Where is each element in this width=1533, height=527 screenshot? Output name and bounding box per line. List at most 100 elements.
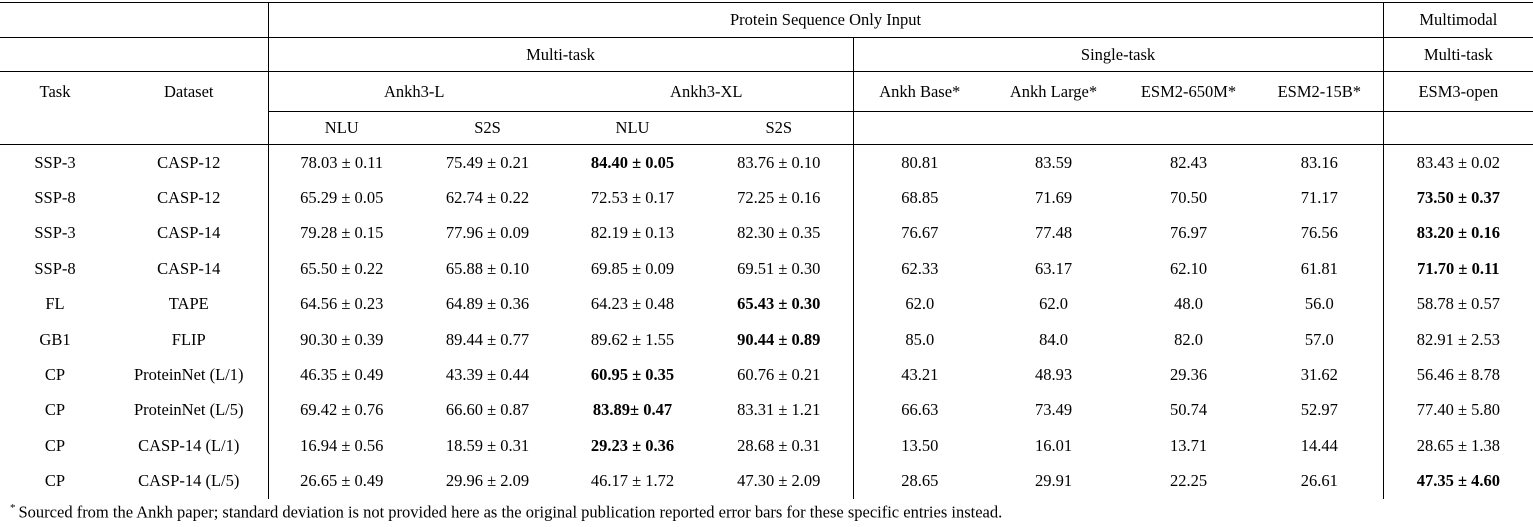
value-cell: 82.91 ± 2.53: [1382, 321, 1533, 358]
header-spacer: [0, 2, 268, 38]
group-header-single-task: Single-task: [852, 37, 1384, 72]
value-cell: 76.56: [1300, 223, 1338, 243]
value-cell: 58.78 ± 0.57: [1382, 286, 1533, 322]
value-cell: 90.30 ± 0.39: [267, 321, 415, 358]
value-cell: 63.17: [1034, 258, 1073, 278]
header-spacer: [0, 111, 268, 145]
value-cell: 83.76 ± 0.10: [737, 152, 821, 172]
table-row: CP CASP-14 (L/5) 26.65 ± 0.49 29.96 ± 2.09 4…: [0, 463, 1533, 499]
table-row: SSP-3 CASP-12 78.03 ± 0.11 75.49 ± 0.21 84.4…: [0, 144, 1533, 181]
value-cell: 22.25: [1169, 471, 1208, 491]
value-cell: 68.85: [852, 180, 986, 216]
group-header-multi-task-right: Multi-task: [1382, 37, 1533, 72]
col-header-esm2-650m: ESM2-650M*: [1121, 71, 1256, 112]
value-cell: 71.70 ± 0.11: [1382, 251, 1533, 287]
value-cell: 82.19 ± 0.13: [590, 223, 675, 243]
task-cell: CP: [44, 400, 66, 420]
value-cell: 48.0: [1174, 294, 1203, 314]
task-cell: SSP-8: [34, 188, 76, 208]
footnote-text: Sourced from the Ankh paper; standard de…: [18, 502, 1003, 522]
value-cell: 62.33: [852, 251, 986, 287]
value-cell: 47.30 ± 2.09: [737, 471, 821, 491]
value-cell: 73.50 ± 0.37: [1382, 180, 1533, 216]
value-cell: 28.65: [852, 463, 986, 499]
col-header-task: Task: [39, 81, 71, 101]
task-cell: CP: [44, 365, 66, 385]
value-cell: 76.97: [1169, 223, 1208, 243]
value-cell: 80.81: [852, 144, 986, 181]
table-row: CP ProteinNet (L/1) 46.35 ± 0.49 43.39 ± 0.…: [0, 357, 1533, 393]
value-cell: 66.63: [852, 392, 986, 429]
value-cell: 76.67: [852, 215, 986, 252]
value-cell: 60.76 ± 0.21: [737, 365, 821, 385]
value-cell: 82.43: [1169, 152, 1208, 172]
dataset-cell: CASP-14 (L/5): [138, 471, 240, 491]
value-cell: 16.01: [1034, 435, 1073, 455]
task-cell: SSP-8: [34, 258, 76, 278]
value-cell: 72.53 ± 0.17: [590, 188, 675, 208]
value-cell: 78.03 ± 0.11: [267, 144, 415, 181]
dataset-cell: CASP-14 (L/1): [138, 435, 240, 455]
table-row: CP CASP-14 (L/1) 16.94 ± 0.56 18.59 ± 0.31 2…: [0, 428, 1533, 464]
value-cell: 64.56 ± 0.23: [267, 286, 415, 322]
dataset-cell: FLIP: [171, 329, 206, 349]
value-cell: 28.65 ± 1.38: [1382, 428, 1533, 464]
value-cell: 69.42 ± 0.76: [267, 392, 415, 429]
header-row-subcolumns: NLU S2S NLU S2S: [0, 111, 1533, 145]
value-cell: 79.28 ± 0.15: [267, 215, 415, 252]
task-cell: CP: [44, 435, 66, 455]
task-cell: SSP-3: [34, 152, 76, 172]
value-cell: 89.44 ± 0.77: [445, 329, 530, 349]
value-cell: 83.31 ± 1.21: [737, 400, 821, 420]
task-cell: SSP-3: [34, 223, 76, 243]
header-spacer: [0, 37, 268, 72]
col-header-ankh3-xl: Ankh3-XL: [560, 71, 853, 112]
value-cell: 29.96 ± 2.09: [445, 471, 530, 491]
value-cell: 56.0: [1304, 294, 1334, 314]
value-cell: 14.44: [1300, 435, 1338, 455]
value-cell: 62.0: [1039, 294, 1068, 314]
header-row-task-regime: Multi-task Single-task Multi-task: [0, 37, 1533, 72]
header-spacer: [1382, 111, 1533, 145]
task-cell: FL: [45, 294, 65, 314]
value-cell: 61.81: [1300, 258, 1338, 278]
group-header-multi-task-left: Multi-task: [267, 37, 853, 72]
col-header-ankh3-l: Ankh3-L: [267, 71, 560, 112]
value-cell: 65.29 ± 0.05: [267, 180, 415, 216]
value-cell: 62.0: [852, 286, 986, 322]
results-table: Protein Sequence Only Input Multimodal M…: [0, 2, 1533, 499]
value-cell: 52.97: [1300, 400, 1338, 420]
value-cell: 62.10: [1169, 258, 1208, 278]
group-header-multimodal: Multimodal: [1382, 2, 1533, 38]
value-cell: 46.35 ± 0.49: [267, 357, 415, 393]
value-cell: 70.50: [1169, 188, 1208, 208]
value-cell: 69.85 ± 0.09: [590, 258, 675, 278]
value-cell: 77.96 ± 0.09: [445, 223, 530, 243]
value-cell: 46.17 ± 1.72: [590, 471, 675, 491]
dataset-cell: ProteinNet (L/5): [133, 400, 244, 420]
header-spacer: [852, 111, 1384, 145]
value-cell: 82.30 ± 0.35: [737, 223, 821, 243]
col-header-ankh-large: Ankh Large*: [986, 71, 1121, 112]
dataset-cell: CASP-12: [157, 152, 221, 172]
header-row-models: Task Dataset Ankh3-L Ankh3-XL Ankh Base*…: [0, 71, 1533, 112]
col-header-esm2-15b: ESM2-15B*: [1256, 71, 1384, 112]
value-cell: 69.51 ± 0.30: [737, 258, 821, 278]
value-cell: 28.68 ± 0.31: [737, 435, 821, 455]
value-cell: 31.62: [1300, 365, 1338, 385]
value-cell: 48.93: [1034, 365, 1073, 385]
subcol-header-nlu-ankh3-l: NLU: [267, 111, 415, 145]
value-cell: 84.0: [1039, 329, 1068, 349]
value-cell: 83.20 ± 0.16: [1382, 215, 1533, 252]
task-cell: CP: [44, 471, 66, 491]
value-cell: 84.40 ± 0.05: [590, 152, 675, 172]
subcol-header-s2s-ankh3-l: S2S: [415, 111, 560, 145]
value-cell: 57.0: [1304, 329, 1334, 349]
footnote: * Sourced from the Ankh paper; standard d…: [10, 502, 1533, 523]
value-cell: 65.50 ± 0.22: [267, 251, 415, 287]
table-row: SSP-8 CASP-12 65.29 ± 0.05 62.74 ± 0.22 72.5…: [0, 180, 1533, 216]
dataset-cell: CASP-14: [157, 258, 221, 278]
value-cell: 83.43 ± 0.02: [1382, 144, 1533, 181]
col-header-dataset: Dataset: [164, 81, 214, 101]
